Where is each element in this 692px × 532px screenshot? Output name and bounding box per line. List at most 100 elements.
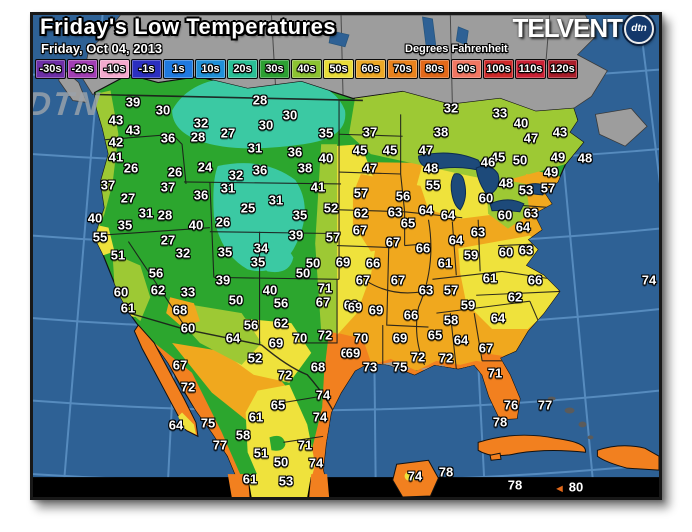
legend-chip: -20s	[67, 59, 98, 79]
temp-label: 52	[247, 350, 263, 366]
temp-label: 69	[340, 345, 356, 361]
temp-label: 56	[395, 188, 411, 204]
temp-label: 66	[365, 255, 381, 271]
temp-label: 39	[288, 227, 304, 243]
temp-label: 78	[507, 477, 523, 493]
temp-label: 60	[497, 207, 513, 223]
temp-label: 65	[400, 215, 416, 231]
temp-label: 76	[503, 397, 519, 413]
temp-label: 67	[478, 340, 494, 356]
temp-label: 56	[243, 317, 259, 333]
legend-chip: 110s	[515, 59, 546, 79]
temp-label: 69	[392, 330, 408, 346]
temp-label: 64	[515, 219, 531, 235]
temp-label: 69	[368, 302, 384, 318]
temp-label: 67	[352, 222, 368, 238]
temp-label: 77	[212, 437, 228, 453]
temp-label: 73	[362, 359, 378, 375]
temp-label: 64	[453, 332, 469, 348]
map-graphic	[33, 15, 659, 497]
temp-label: 72	[277, 367, 293, 383]
temp-label: 38	[297, 160, 313, 176]
legend-chip: 10s	[195, 59, 226, 79]
temp-label: 32	[175, 245, 191, 261]
hispaniola	[596, 445, 659, 471]
legend-chip: 70s	[387, 59, 418, 79]
legend-chip: 50s	[323, 59, 354, 79]
temp-label: 37	[160, 179, 176, 195]
baja-tip	[178, 412, 196, 435]
temp-label: 50	[305, 255, 321, 271]
temp-label: 69	[335, 254, 351, 270]
temp-label: 51	[253, 445, 269, 461]
temp-label: 57	[325, 229, 341, 245]
temp-label: 33	[180, 284, 196, 300]
temp-label: 74	[641, 272, 657, 288]
temp-label: 71	[487, 365, 503, 381]
map-overlay: DTN Friday's Low Temperatures Friday, Oc…	[33, 15, 659, 497]
legend-chip: 100s	[483, 59, 514, 79]
temp-label: 75	[392, 359, 408, 375]
temp-label: 47	[418, 142, 434, 158]
temp-label: 37	[100, 177, 116, 193]
temp-label: 61	[242, 471, 258, 487]
temp-label: 62	[353, 205, 369, 221]
temp-label: 66	[415, 240, 431, 256]
temp-label: 57	[540, 180, 556, 196]
map-date: Friday, Oct 04, 2013	[41, 41, 163, 56]
temp-label: 60	[498, 244, 514, 260]
temp-label: 41	[310, 179, 326, 195]
temp-label: 32	[443, 100, 459, 116]
temp-label: 59	[460, 297, 476, 313]
temp-label: 33	[492, 105, 508, 121]
temp-label: 68	[310, 359, 326, 375]
temp-label: 69	[345, 345, 361, 361]
temp-label: 39	[125, 94, 141, 110]
northern-lakes	[328, 16, 469, 52]
temp-label: 64	[448, 232, 464, 248]
temp-label: 62	[150, 282, 166, 298]
temp-label: 30	[282, 107, 298, 123]
temp-label: 43	[125, 122, 141, 138]
state-borders	[94, 93, 564, 443]
temp-label: 55	[92, 229, 108, 245]
temp-label: 40	[318, 150, 334, 166]
temp-label: 35	[250, 254, 266, 270]
temp-label: 28	[157, 207, 173, 223]
legend-chip: 20s	[227, 59, 258, 79]
temp-label: 34	[253, 240, 269, 256]
temp-label: 30	[155, 102, 171, 118]
legend-chip: 40s	[291, 59, 322, 79]
temp-label: 57	[443, 282, 459, 298]
temp-label: 57	[353, 185, 369, 201]
temp-label: 61	[437, 255, 453, 271]
legend-chip: -10s	[99, 59, 130, 79]
temp-label: 69	[268, 335, 284, 351]
temp-label: 63	[518, 242, 534, 258]
mexico-south	[227, 459, 439, 497]
temp-label: 63	[387, 204, 403, 220]
units-label: Degrees Fahrenheit	[405, 43, 508, 55]
temp-label: 65	[270, 397, 286, 413]
lake-ontario	[523, 183, 548, 196]
temp-label: 31	[247, 140, 263, 156]
temp-label: 36	[287, 144, 303, 160]
temp-label: 27	[220, 125, 236, 141]
temp-label: 58	[235, 427, 251, 443]
temp-label: 31	[220, 180, 236, 196]
temp-label: 64	[440, 207, 456, 223]
legend-chip: 90s	[451, 59, 482, 79]
temp-label: 37	[362, 124, 378, 140]
baja-peninsula	[133, 324, 199, 438]
weather-map-frame: DTN Friday's Low Temperatures Friday, Oc…	[30, 12, 662, 500]
great-lakes	[418, 152, 548, 213]
temp-label: 40	[262, 282, 278, 298]
temp-label: 72	[317, 327, 333, 343]
temp-label: 26	[123, 160, 139, 176]
legend-chip: -1s	[131, 59, 162, 79]
temp-label: 67	[390, 272, 406, 288]
temp-label: 65	[427, 327, 443, 343]
temp-label: 35	[318, 125, 334, 141]
temp-label: 68	[172, 302, 188, 318]
temp-label: 53	[278, 473, 294, 489]
